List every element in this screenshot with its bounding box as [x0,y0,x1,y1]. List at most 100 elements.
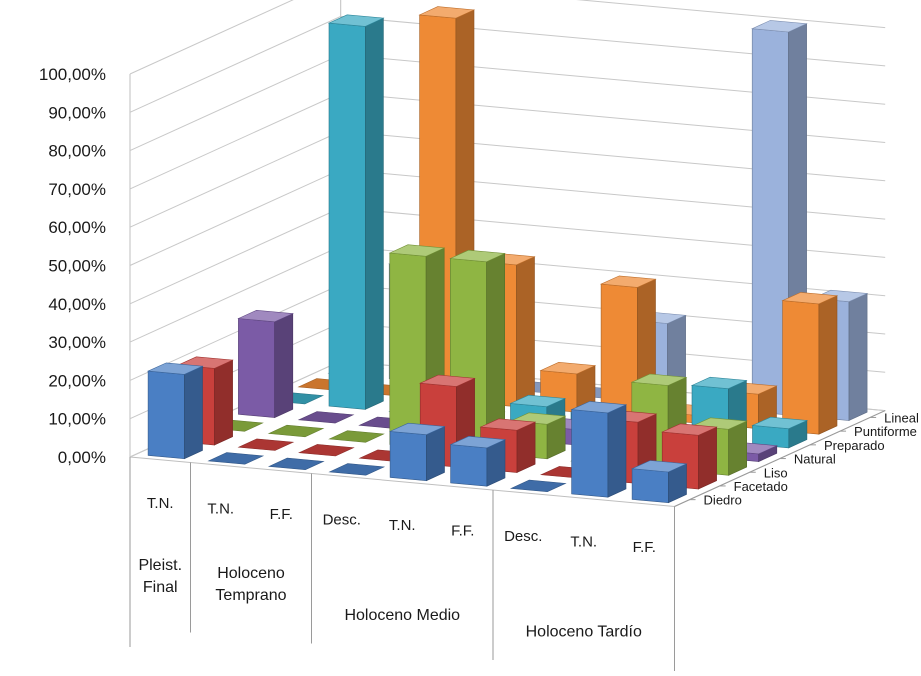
gridline [129,15,886,113]
bar-front-face [631,468,669,504]
category-label: T.N. [570,533,597,550]
bar-top-face [599,275,657,288]
bar [630,460,688,504]
category-label: F.F. [270,506,293,523]
bar [388,422,446,482]
bar-side-face [607,404,627,498]
series-label: Facetado [734,479,788,494]
bar-side-face [426,426,445,482]
y-tick-label: 30,00% [48,333,106,352]
bar-top-face [630,373,688,386]
bar-top-face [237,309,294,323]
category-label: F.F. [451,522,474,539]
bar-top-face [570,401,628,414]
y-tick-label: 10,00% [48,410,106,429]
gridline [129,0,886,75]
group-label: Pleist. Final [138,557,182,596]
bar [509,479,567,493]
bar-side-face [516,256,535,408]
group-label-line: Holoceno Tardío [526,623,642,640]
bar-top-face [751,416,809,430]
y-tick-label: 100,00% [39,65,106,84]
group-label-line: Pleist. [138,557,182,574]
y-tick-label: 0,00% [58,448,106,467]
bar-zero-marker [267,424,325,438]
bar-front-face [238,318,276,418]
bar [237,309,294,419]
bar-front-face [389,431,427,482]
category-label: Desc. [504,528,542,545]
group-label: Holoceno Medio [344,607,460,624]
bar [327,14,385,410]
bar-top-face [388,244,446,257]
bar-top-face [630,460,688,473]
bar-top-face [449,435,507,449]
bar-side-face [214,359,233,446]
bar [449,435,507,487]
y-tick-label: 40,00% [48,295,106,314]
bar-zero-marker [509,479,567,493]
series-label: Liso [764,465,788,480]
bar-top-face [781,292,839,305]
bar [267,457,325,471]
series-label: Natural [794,452,836,467]
category-label: T.N. [207,500,234,517]
bar-side-face [364,17,384,410]
bar-zero-marker [237,438,295,451]
group-label-line: Holoceno Medio [344,607,460,624]
bar [298,444,355,457]
group-label: Holoceno Tardío [526,623,642,640]
series-label: Puntiforme [854,424,917,439]
bar-top-face [690,376,748,390]
bar [207,452,265,465]
category-label: T.N. [389,517,416,534]
bar [146,362,204,460]
bar-top-face [479,418,537,431]
bar [751,416,809,449]
bar [328,430,385,443]
bar-top-face [388,422,446,436]
category-label: T.N. [147,495,174,512]
bar [267,424,325,438]
group-label-line: Temprano [215,587,286,604]
bar-side-face [516,421,536,473]
bar-side-face [728,420,748,476]
bar [570,401,628,498]
bar-side-face [848,293,868,421]
bar-top-face [509,394,567,408]
series-label: Diedro [704,493,742,508]
y-tick-label: 90,00% [48,103,106,122]
bar-front-face [328,22,366,410]
y-tick-label: 80,00% [48,142,106,161]
y-tick-label: 50,00% [48,257,106,276]
category-label: Desc. [323,511,361,528]
category-label: F.F. [633,539,656,556]
y-tick-label: 60,00% [48,218,106,237]
bar-front-face [450,444,488,487]
group-label: Holoceno Temprano [215,565,286,604]
bar-side-face [818,295,838,435]
bar [328,463,386,476]
bar-top-face [146,362,204,375]
group-label-line: Final [143,579,178,596]
bar-zero-marker [267,457,325,471]
y-axis-ticks: 0,00% 10,00% 20,00% 30,00% 40,00% 50,00% 60,00… [39,65,106,467]
bar-top-face [449,249,506,263]
bar-top-face [327,14,385,27]
bar-front-face [571,409,609,498]
chart-bars [146,6,869,504]
bar-top-face [419,374,476,387]
category-table: T.N. T.N. F.F. Desc. T.N. F.F. Desc. T.N. F.F. Pl… [129,457,675,676]
series-label: Lineal [884,410,919,425]
bar-side-face [184,365,203,460]
bar-top-face [661,423,718,436]
floor-front-edge [129,456,675,507]
y-tick-label: 20,00% [48,371,106,390]
bar [781,292,839,435]
bar [539,361,597,413]
bar-zero-marker [328,430,385,443]
bar-side-face [698,426,717,490]
bar-top-face [539,361,597,375]
